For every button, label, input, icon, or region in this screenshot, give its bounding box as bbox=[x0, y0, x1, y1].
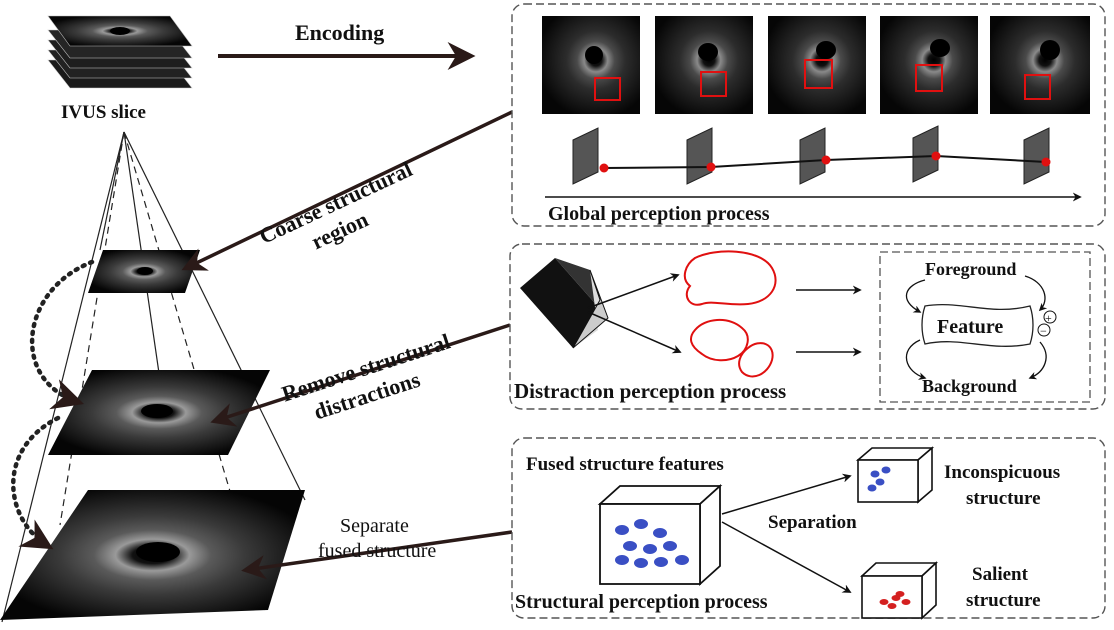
feedback-arrow-bottom bbox=[11, 415, 61, 550]
salient-label-line2: structure bbox=[966, 590, 1041, 611]
background-label: Background bbox=[922, 376, 1017, 396]
frame-4-highlight bbox=[915, 64, 943, 92]
fused-features-label: Fused structure features bbox=[526, 454, 724, 475]
salient-label-line1: Salient bbox=[972, 564, 1029, 585]
global-panel bbox=[511, 3, 1106, 227]
inconspicuous-dots bbox=[867, 466, 891, 492]
remove-arrow bbox=[210, 323, 511, 427]
frame-1 bbox=[542, 16, 640, 114]
frame-2 bbox=[655, 16, 753, 114]
feedback-arrow-top bbox=[29, 259, 95, 410]
separate-arrow bbox=[241, 530, 513, 580]
feature-label: Feature bbox=[937, 316, 1003, 338]
plus-sign: + bbox=[1045, 311, 1052, 325]
fused-to-inconspicuous bbox=[721, 473, 852, 515]
pyramid-slice-small bbox=[88, 250, 200, 293]
encoding-label: Encoding bbox=[295, 20, 384, 45]
pyramid-slice-medium bbox=[48, 370, 270, 455]
pyramid-slice-large bbox=[0, 490, 305, 620]
frame-5-highlight bbox=[1024, 74, 1051, 100]
global-trajectory bbox=[572, 125, 1051, 185]
salient-cube bbox=[859, 561, 939, 620]
foreground-loop-right bbox=[1024, 275, 1048, 312]
salient-dots bbox=[879, 591, 911, 609]
inconspicuous-label-line1: Inconspicuous bbox=[944, 462, 1060, 483]
global-panel-title: Global perception process bbox=[548, 203, 770, 225]
cube-to-bottom-contour bbox=[587, 311, 682, 354]
background-loop-right bbox=[1028, 341, 1047, 380]
global-frames bbox=[542, 16, 1090, 114]
ivus-slice-label: IVUS slice bbox=[61, 102, 146, 123]
distraction-panel bbox=[509, 243, 1106, 410]
structural-panel bbox=[511, 437, 1106, 619]
ivus-slice-stack bbox=[47, 15, 193, 89]
structural-panel-title: Structural perception process bbox=[515, 591, 768, 613]
frame-3-highlight bbox=[804, 59, 833, 89]
frame-2-highlight bbox=[700, 71, 727, 97]
separate-label-line2: fused structure bbox=[318, 540, 436, 562]
distraction-panel-title: Distraction perception process bbox=[514, 379, 786, 403]
cube-to-top-contour bbox=[587, 273, 680, 309]
frame-5 bbox=[990, 16, 1090, 114]
plus-sign-circle bbox=[1043, 310, 1057, 324]
distraction-cube bbox=[520, 258, 609, 349]
minus-sign-circle bbox=[1037, 323, 1051, 337]
foreground-label: Foreground bbox=[925, 259, 1016, 279]
blue-feature-dots bbox=[615, 519, 689, 568]
background-contour bbox=[689, 319, 774, 378]
frame-3 bbox=[768, 16, 866, 114]
frame-1-highlight bbox=[594, 77, 621, 101]
background-loop-left bbox=[905, 339, 927, 380]
separation-label: Separation bbox=[768, 512, 857, 533]
foreground-contour bbox=[683, 250, 777, 306]
frame-4 bbox=[880, 16, 978, 114]
separate-label-line1: Separate bbox=[340, 515, 409, 537]
minus-sign: − bbox=[1040, 324, 1047, 338]
feature-scroll bbox=[921, 303, 1034, 347]
inconspicuous-label-line2: structure bbox=[966, 488, 1041, 509]
fused-to-salient bbox=[721, 521, 852, 593]
coarse-arrow bbox=[181, 110, 513, 271]
foreground-loop-left bbox=[905, 279, 926, 313]
inconspicuous-cube bbox=[855, 446, 935, 504]
